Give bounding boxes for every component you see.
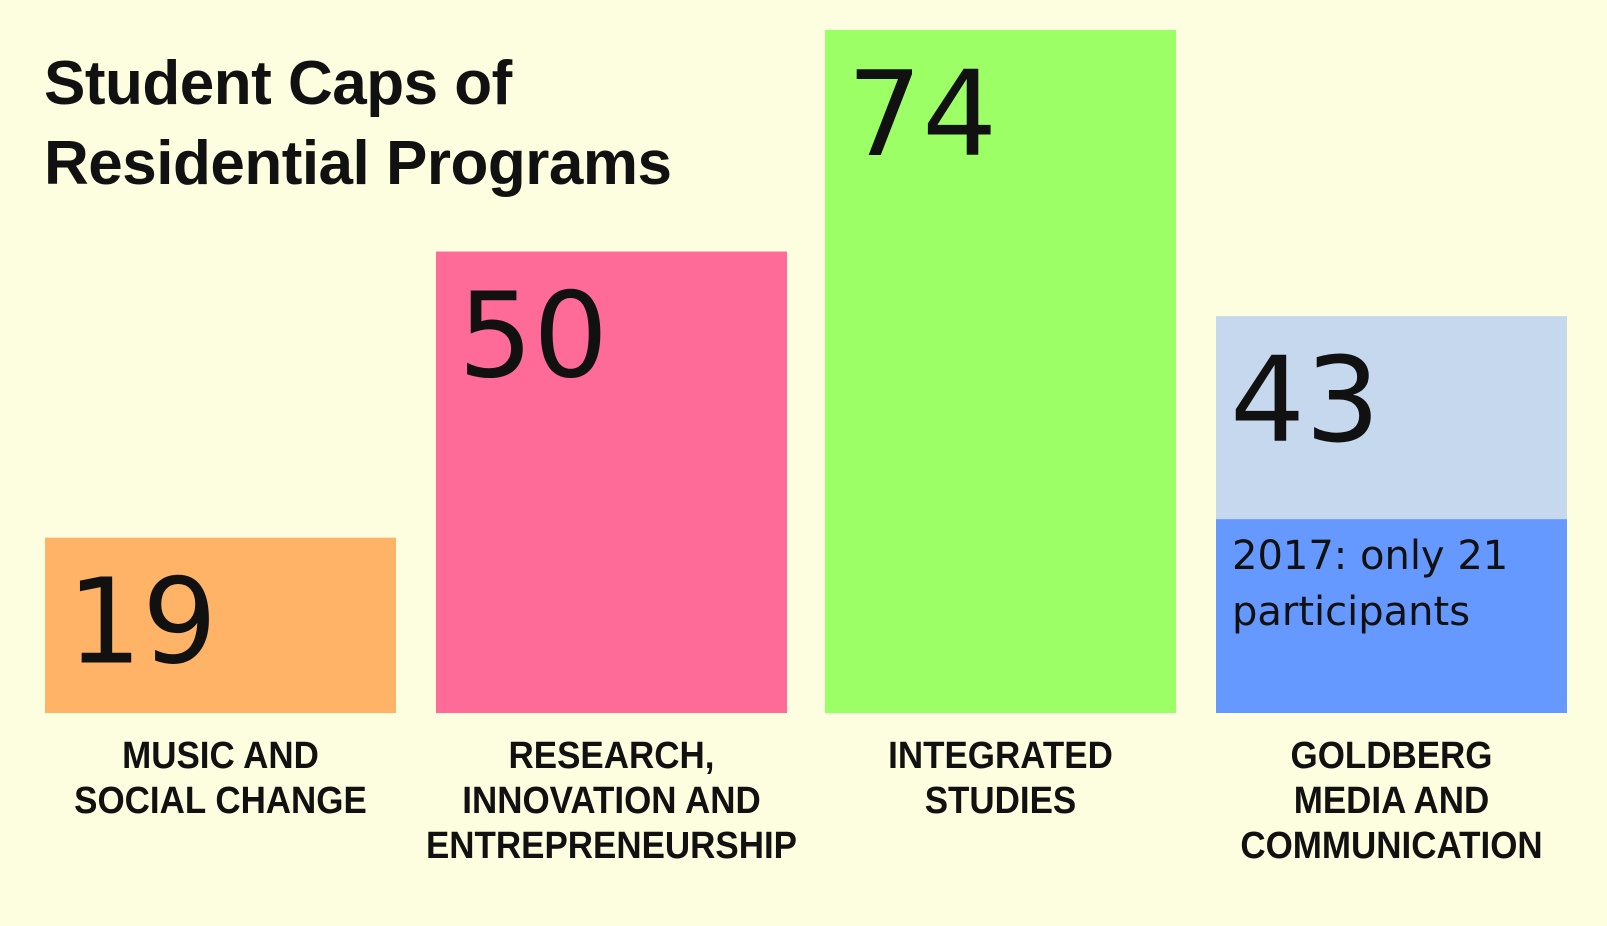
category-label-2-line-2: INNOVATION AND [462,780,761,822]
category-label-4-line-3: COMMUNICATION [1240,825,1543,867]
annotation-text-line-1: 2017: only 21 [1232,533,1508,579]
category-label-2-line-3: ENTREPRENEURSHIP [425,825,798,867]
chart-title-line-1: Student Caps of [44,49,512,118]
category-label-2-line-1: RESEARCH, [508,735,715,777]
annotation-text-line-2: participants [1232,589,1470,635]
category-label-4-line-1: GOLDBERG [1290,735,1493,777]
category-label-1-line-2: SOCIAL CHANGE [74,780,367,822]
category-label-2: RESEARCH, INNOVATION AND ENTREPRENEURSHIP [422,734,800,869]
bar-value-label-3: 74 [847,45,997,183]
chart-title-line-2: Residential Programs [44,129,672,198]
bar-value-label-1: 19 [67,553,217,691]
category-label-1: MUSIC AND SOCIAL CHANGE [31,734,409,824]
bar-value-label-2: 50 [458,267,608,405]
category-label-4: GOLDBERG MEDIA AND COMMUNICATION [1202,734,1580,869]
bar-value-label-4: 43 [1230,331,1380,469]
category-label-1-line-1: MUSIC AND [122,735,319,777]
category-label-3-line-2: STUDIES [924,780,1077,822]
annotation-sub-bar [1216,519,1567,713]
category-label-4-line-2: MEDIA AND [1293,780,1490,822]
bar-3 [825,30,1176,713]
chart-title: Student Caps of Residential Programs [44,44,672,204]
category-label-3-line-1: INTEGRATED [888,735,1113,777]
bar-1 [45,537,396,713]
category-label-3: INTEGRATED STUDIES [811,734,1189,824]
bar-2 [436,251,787,713]
